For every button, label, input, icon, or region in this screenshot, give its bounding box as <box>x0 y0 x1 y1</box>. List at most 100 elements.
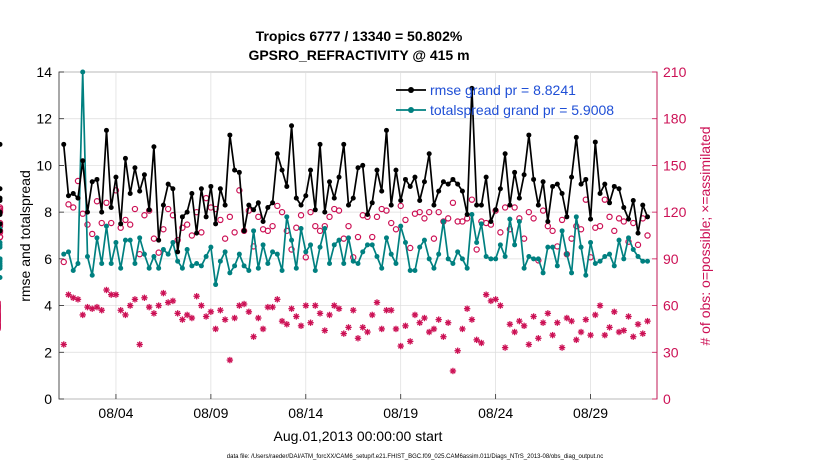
obs-assimilated-point <box>269 303 276 311</box>
totalspread-point <box>0 242 3 248</box>
obs-possible-point <box>634 241 642 249</box>
totalspread-point <box>84 254 90 260</box>
obs-assimilated-point <box>630 333 637 340</box>
y-tick-label: 2 <box>44 344 52 360</box>
totalspread-point <box>160 247 166 253</box>
totalspread-point <box>364 242 370 248</box>
totalspread-point <box>103 223 109 229</box>
rmse-point <box>160 202 166 208</box>
obs-assimilated-point <box>326 311 333 319</box>
obs-assimilated-point <box>136 341 143 348</box>
obs-assimilated-point <box>312 302 319 309</box>
obs-assimilated-point <box>335 305 343 312</box>
obs-assimilated-point <box>558 344 566 351</box>
obs-assimilated-point <box>592 311 599 319</box>
totalspread-point <box>455 249 461 255</box>
obs-possible-point <box>0 207 4 214</box>
obs-assimilated-point <box>198 302 205 309</box>
obs-possible-point <box>141 212 148 219</box>
rmse-point <box>431 202 437 208</box>
obs-assimilated-point <box>274 296 281 303</box>
y-right-tick-label: 210 <box>663 64 687 80</box>
obs-assimilated-point <box>435 316 442 323</box>
obs-possible-point <box>373 213 381 221</box>
bottom-axis-ticks: 08/04 08/09 08/14 08/19 08/24 08/29 <box>98 394 608 421</box>
totalspread-point <box>213 282 219 288</box>
obs-possible-point <box>0 233 4 241</box>
totalspread-point <box>602 254 608 260</box>
obs-possible-point <box>345 222 352 230</box>
obs-possible-point <box>497 229 504 236</box>
obs-possible-point <box>312 222 319 230</box>
totalspread-point <box>274 251 280 257</box>
rmse-point <box>364 211 370 217</box>
rmse-point <box>227 132 233 138</box>
obs-possible-point <box>402 216 409 224</box>
totalspread-point <box>260 242 266 248</box>
totalspread-point <box>0 263 3 269</box>
obs-possible-point <box>155 249 162 256</box>
rmse-point <box>592 139 598 145</box>
x-tick-label: 08/24 <box>478 405 513 421</box>
obs-possible-point <box>288 246 295 253</box>
rmse-point <box>251 207 257 213</box>
obs-assimilated-point <box>169 297 177 305</box>
rmse-point <box>303 193 309 199</box>
y-right-tick-label: 30 <box>663 344 679 360</box>
rmse-point <box>208 183 214 189</box>
obs-assimilated-point <box>79 311 86 319</box>
legend-label: rmse grand pr = 8.8241 <box>430 82 576 98</box>
rmse-point <box>379 188 385 194</box>
obs-assimilated-point <box>255 314 262 322</box>
obs-possible-point <box>468 196 476 203</box>
obs-assimilated-point <box>297 322 305 330</box>
totalspread-point <box>179 265 185 271</box>
obs-assimilated-point <box>84 303 91 311</box>
obs-possible-point <box>236 187 243 194</box>
obs-assimilated-point <box>245 308 253 315</box>
totalspread-point <box>241 263 247 269</box>
totalspread-point <box>621 256 627 262</box>
obs-assimilated-point <box>103 286 110 294</box>
x-tick-label: 08/09 <box>193 405 228 421</box>
rmse-point <box>374 167 380 173</box>
obs-assimilated-point <box>93 303 101 311</box>
obs-assimilated-point <box>492 296 499 303</box>
obs-possible-point <box>108 219 115 227</box>
legend-swatch-marker <box>408 107 414 113</box>
obs-assimilated-point <box>402 322 409 330</box>
obs-possible-point <box>264 227 272 235</box>
obs-assimilated-point <box>155 302 162 309</box>
totalspread-point <box>407 268 413 274</box>
obs-possible-point <box>606 213 613 221</box>
obs-possible-point <box>392 226 400 233</box>
obs-assimilated-point <box>98 307 105 314</box>
totalspread-point <box>550 244 556 250</box>
rmse-point <box>151 144 157 150</box>
obs-assimilated-point <box>644 317 651 325</box>
obs-assimilated-point <box>264 303 272 311</box>
totalspread-point <box>516 218 522 224</box>
rmse-point <box>322 209 328 215</box>
rmse-point <box>621 204 627 210</box>
legend: rmse grand pr = 8.8241 totalspread grand … <box>396 82 614 118</box>
totalspread-point <box>497 242 503 248</box>
obs-possible-point <box>416 208 423 216</box>
x-tick-label: 08/04 <box>98 405 133 421</box>
obs-assimilated-point <box>141 294 148 301</box>
obs-assimilated-point <box>160 289 167 297</box>
obs-possible-point <box>0 221 4 228</box>
totalspread-point <box>640 258 646 264</box>
rmse-point <box>127 190 133 196</box>
totalspread-point <box>270 249 276 255</box>
totalspread-point <box>535 256 541 262</box>
obs-assimilated-point <box>221 316 229 323</box>
rmse-point <box>217 186 223 192</box>
rmse-point <box>535 202 541 208</box>
obs-assimilated-point <box>183 311 191 319</box>
rmse-point <box>99 209 105 215</box>
obs-possible-point <box>131 205 139 213</box>
totalspread-point <box>222 249 228 255</box>
rmse-point <box>312 207 318 213</box>
